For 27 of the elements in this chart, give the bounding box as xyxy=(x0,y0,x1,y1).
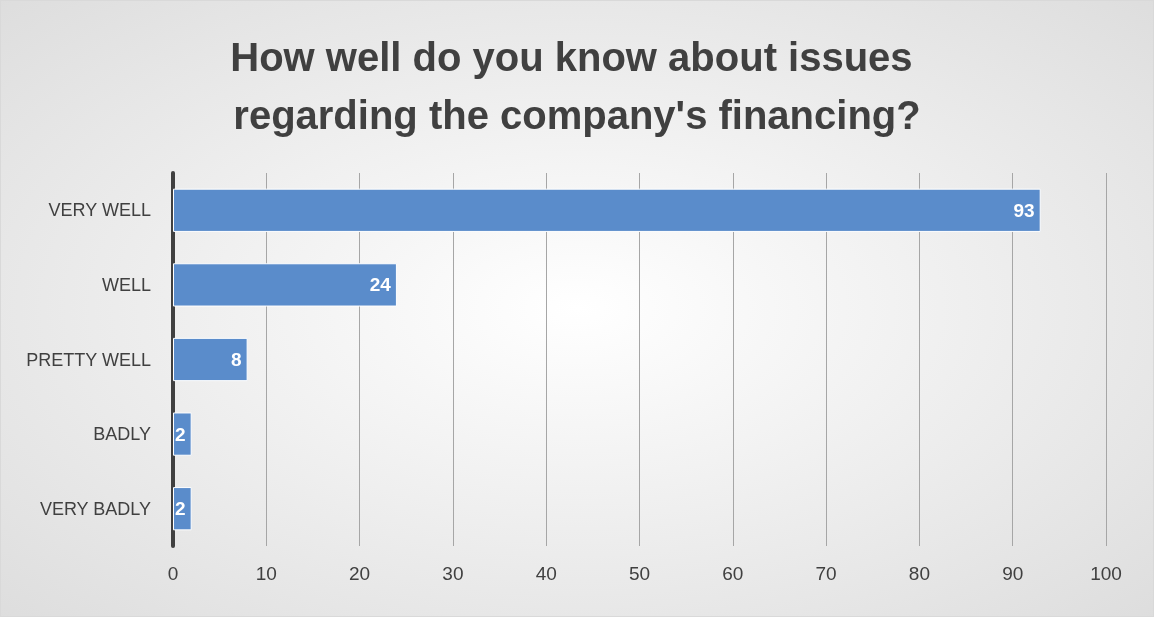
x-tick-label: 50 xyxy=(628,563,651,584)
bar xyxy=(173,263,397,307)
data-label: 24 xyxy=(369,274,392,296)
x-tick-label: 80 xyxy=(908,563,930,584)
y-tick-label: WELL xyxy=(101,274,151,295)
x-tick-label: 40 xyxy=(535,563,557,584)
bar xyxy=(173,188,1041,232)
bar xyxy=(173,487,192,531)
data-label: 8 xyxy=(231,349,242,370)
y-tick-label: BADLY xyxy=(93,424,151,445)
data-label: 2 xyxy=(175,498,186,520)
x-tick-label: 60 xyxy=(722,563,744,584)
x-tick-label: 0 xyxy=(167,563,179,584)
chart-title: How well do you know about issues regarding the company's financing? xyxy=(230,35,924,137)
y-tick-label: VERY BADLY xyxy=(39,498,151,519)
x-tick-label: 90 xyxy=(1002,563,1024,584)
y-tick-label: VERY WELL xyxy=(48,200,151,221)
bar xyxy=(173,412,192,456)
x-tick-label: 20 xyxy=(349,563,371,584)
data-label: 2 xyxy=(175,423,186,445)
bar xyxy=(173,337,248,382)
data-label: 93 xyxy=(1013,199,1035,221)
y-tick-label: PRETTY WELL xyxy=(26,349,151,370)
x-tick-label: 30 xyxy=(442,563,464,584)
x-tick-label: 10 xyxy=(255,563,277,584)
x-tick-label: 70 xyxy=(815,563,837,584)
x-tick-label: 100 xyxy=(1090,563,1122,584)
